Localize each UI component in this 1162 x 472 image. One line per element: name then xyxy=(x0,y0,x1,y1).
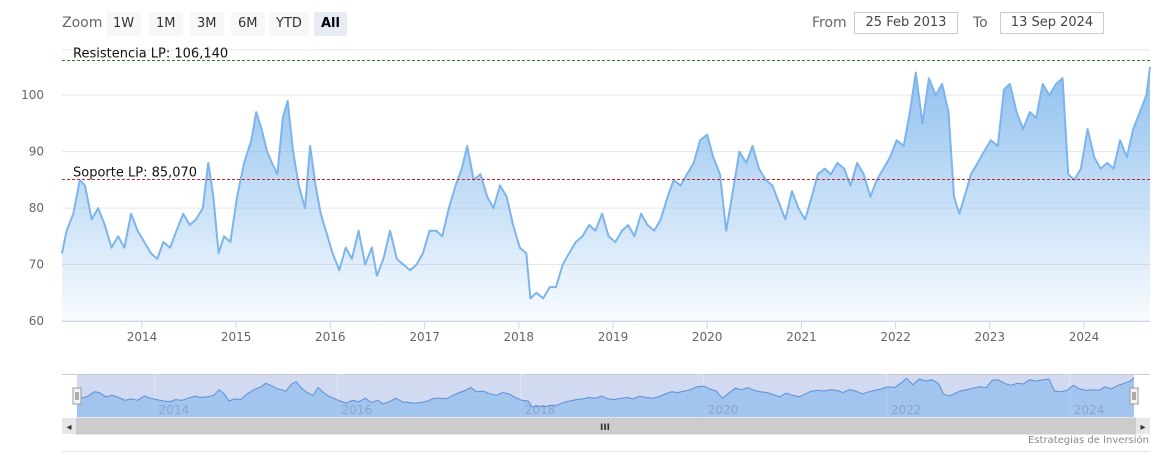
x-tick-label: 2019 xyxy=(598,330,629,344)
x-tick-label: 2020 xyxy=(692,330,723,344)
x-tick-label: 2016 xyxy=(315,330,346,344)
zoom-1m-button[interactable]: 1M xyxy=(149,12,183,36)
series-line xyxy=(61,66,1151,300)
y-tick-label: 100 xyxy=(21,88,44,102)
x-tick-label: 2023 xyxy=(975,330,1006,344)
scrollbar-grip: III xyxy=(600,423,610,433)
scroll-right-arrow-icon: ▸ xyxy=(1140,422,1145,433)
credits-text: Estrategias de Inversión xyxy=(1028,435,1149,446)
y-tick-label: 60 xyxy=(29,314,44,328)
zoom-3m-button[interactable]: 3M xyxy=(190,12,224,36)
zoom-ytd-button[interactable]: YTD xyxy=(269,12,309,36)
support-label: Soporte LP: 85,070 xyxy=(73,165,197,180)
from-label: From xyxy=(812,15,847,31)
zoom-6m-button[interactable]: 6M xyxy=(231,12,265,36)
navigator-series-line xyxy=(76,377,1135,408)
to-date-input[interactable] xyxy=(1000,12,1104,34)
plot-lines: Resistencia LP: 106,140 Soporte LP: 85,07… xyxy=(62,47,1150,180)
x-tick-label: 2021 xyxy=(786,330,817,344)
x-tick-label: 2015 xyxy=(221,330,252,344)
navigator-right-handle xyxy=(1129,387,1139,405)
y-tick-label: 70 xyxy=(29,258,44,272)
scroll-right-button xyxy=(1136,418,1150,434)
zoom-1w-button[interactable]: 1W xyxy=(106,12,142,36)
from-date-input[interactable] xyxy=(854,12,958,34)
y-tick-label: 80 xyxy=(29,201,44,215)
x-tick-label: 2017 xyxy=(409,330,440,344)
x-tick-label: 2014 xyxy=(127,330,158,344)
series-area[interactable] xyxy=(61,66,1151,322)
x-tick-label: 2022 xyxy=(880,330,911,344)
zoom-all-button[interactable]: All xyxy=(314,12,347,36)
to-label: To xyxy=(973,15,988,31)
y-tick-label: 90 xyxy=(29,145,44,159)
x-tick-label: 2018 xyxy=(504,330,535,344)
x-tick-label: 2024 xyxy=(1069,330,1100,344)
axes: 60 70 80 90 100 2014 2015 2016 2017 2018 2019 2020 2… xyxy=(21,88,1150,344)
scrollbar[interactable]: III ◂ ▸ xyxy=(62,417,1150,452)
range-selector: Zoom 1W 1M 3M 6M YTD All From To xyxy=(0,0,1162,46)
navigator-left-handle xyxy=(72,387,82,405)
zoom-label: Zoom xyxy=(62,15,103,31)
navigator-series-fill xyxy=(77,377,1134,417)
resistance-label: Resistencia LP: 106,140 xyxy=(73,47,228,62)
scroll-left-button xyxy=(62,418,76,434)
navigator[interactable]: 201420162018202020222024 xyxy=(62,374,1150,417)
scroll-left-arrow-icon: ◂ xyxy=(66,422,71,433)
series-fill xyxy=(62,66,1150,322)
